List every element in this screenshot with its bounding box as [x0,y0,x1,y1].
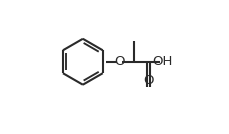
Text: O: O [114,55,124,68]
Text: O: O [143,74,153,87]
Text: OH: OH [152,55,172,68]
